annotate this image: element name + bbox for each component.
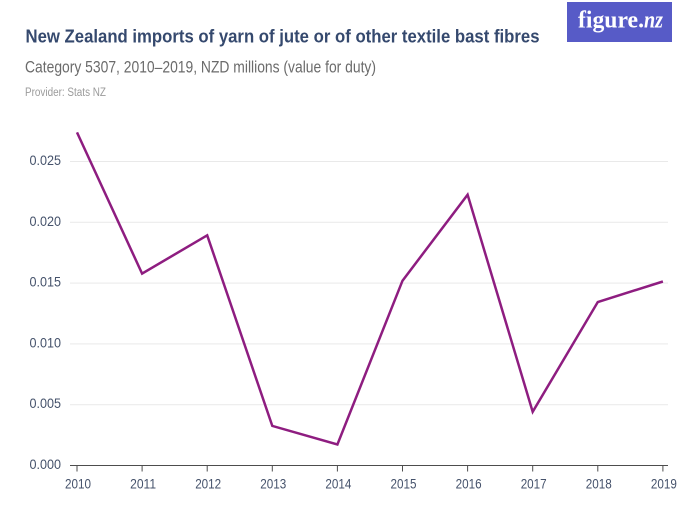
svg-text:2013: 2013 bbox=[260, 475, 286, 491]
svg-text:2015: 2015 bbox=[391, 475, 417, 491]
svg-text:0.020: 0.020 bbox=[30, 213, 62, 229]
svg-text:2012: 2012 bbox=[195, 475, 221, 491]
svg-text:figure.: figure. bbox=[578, 8, 644, 34]
svg-text:0.000: 0.000 bbox=[30, 456, 62, 472]
svg-text:2010: 2010 bbox=[65, 475, 91, 491]
svg-text:2014: 2014 bbox=[325, 475, 351, 491]
svg-text:0.015: 0.015 bbox=[30, 274, 62, 290]
svg-text:2011: 2011 bbox=[130, 475, 156, 491]
svg-text:0.010: 0.010 bbox=[30, 334, 62, 350]
svg-text:0.005: 0.005 bbox=[30, 395, 62, 411]
svg-text:New Zealand imports of yarn of: New Zealand imports of yarn of jute or o… bbox=[26, 26, 540, 47]
svg-text:0.025: 0.025 bbox=[30, 152, 62, 168]
svg-text:2019: 2019 bbox=[651, 475, 677, 491]
svg-text:2017: 2017 bbox=[521, 475, 547, 491]
svg-text:2016: 2016 bbox=[456, 475, 482, 491]
svg-text:Category 5307, 2010–2019, NZD: Category 5307, 2010–2019, NZD millions (… bbox=[25, 58, 376, 76]
svg-text:2018: 2018 bbox=[586, 475, 612, 491]
svg-text:Provider: Stats NZ: Provider: Stats NZ bbox=[25, 87, 106, 99]
svg-text:nz: nz bbox=[644, 8, 664, 34]
